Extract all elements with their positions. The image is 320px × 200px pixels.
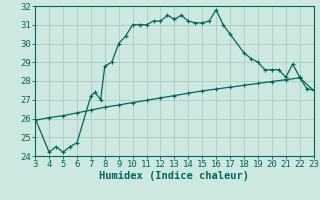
X-axis label: Humidex (Indice chaleur): Humidex (Indice chaleur) xyxy=(100,171,249,181)
